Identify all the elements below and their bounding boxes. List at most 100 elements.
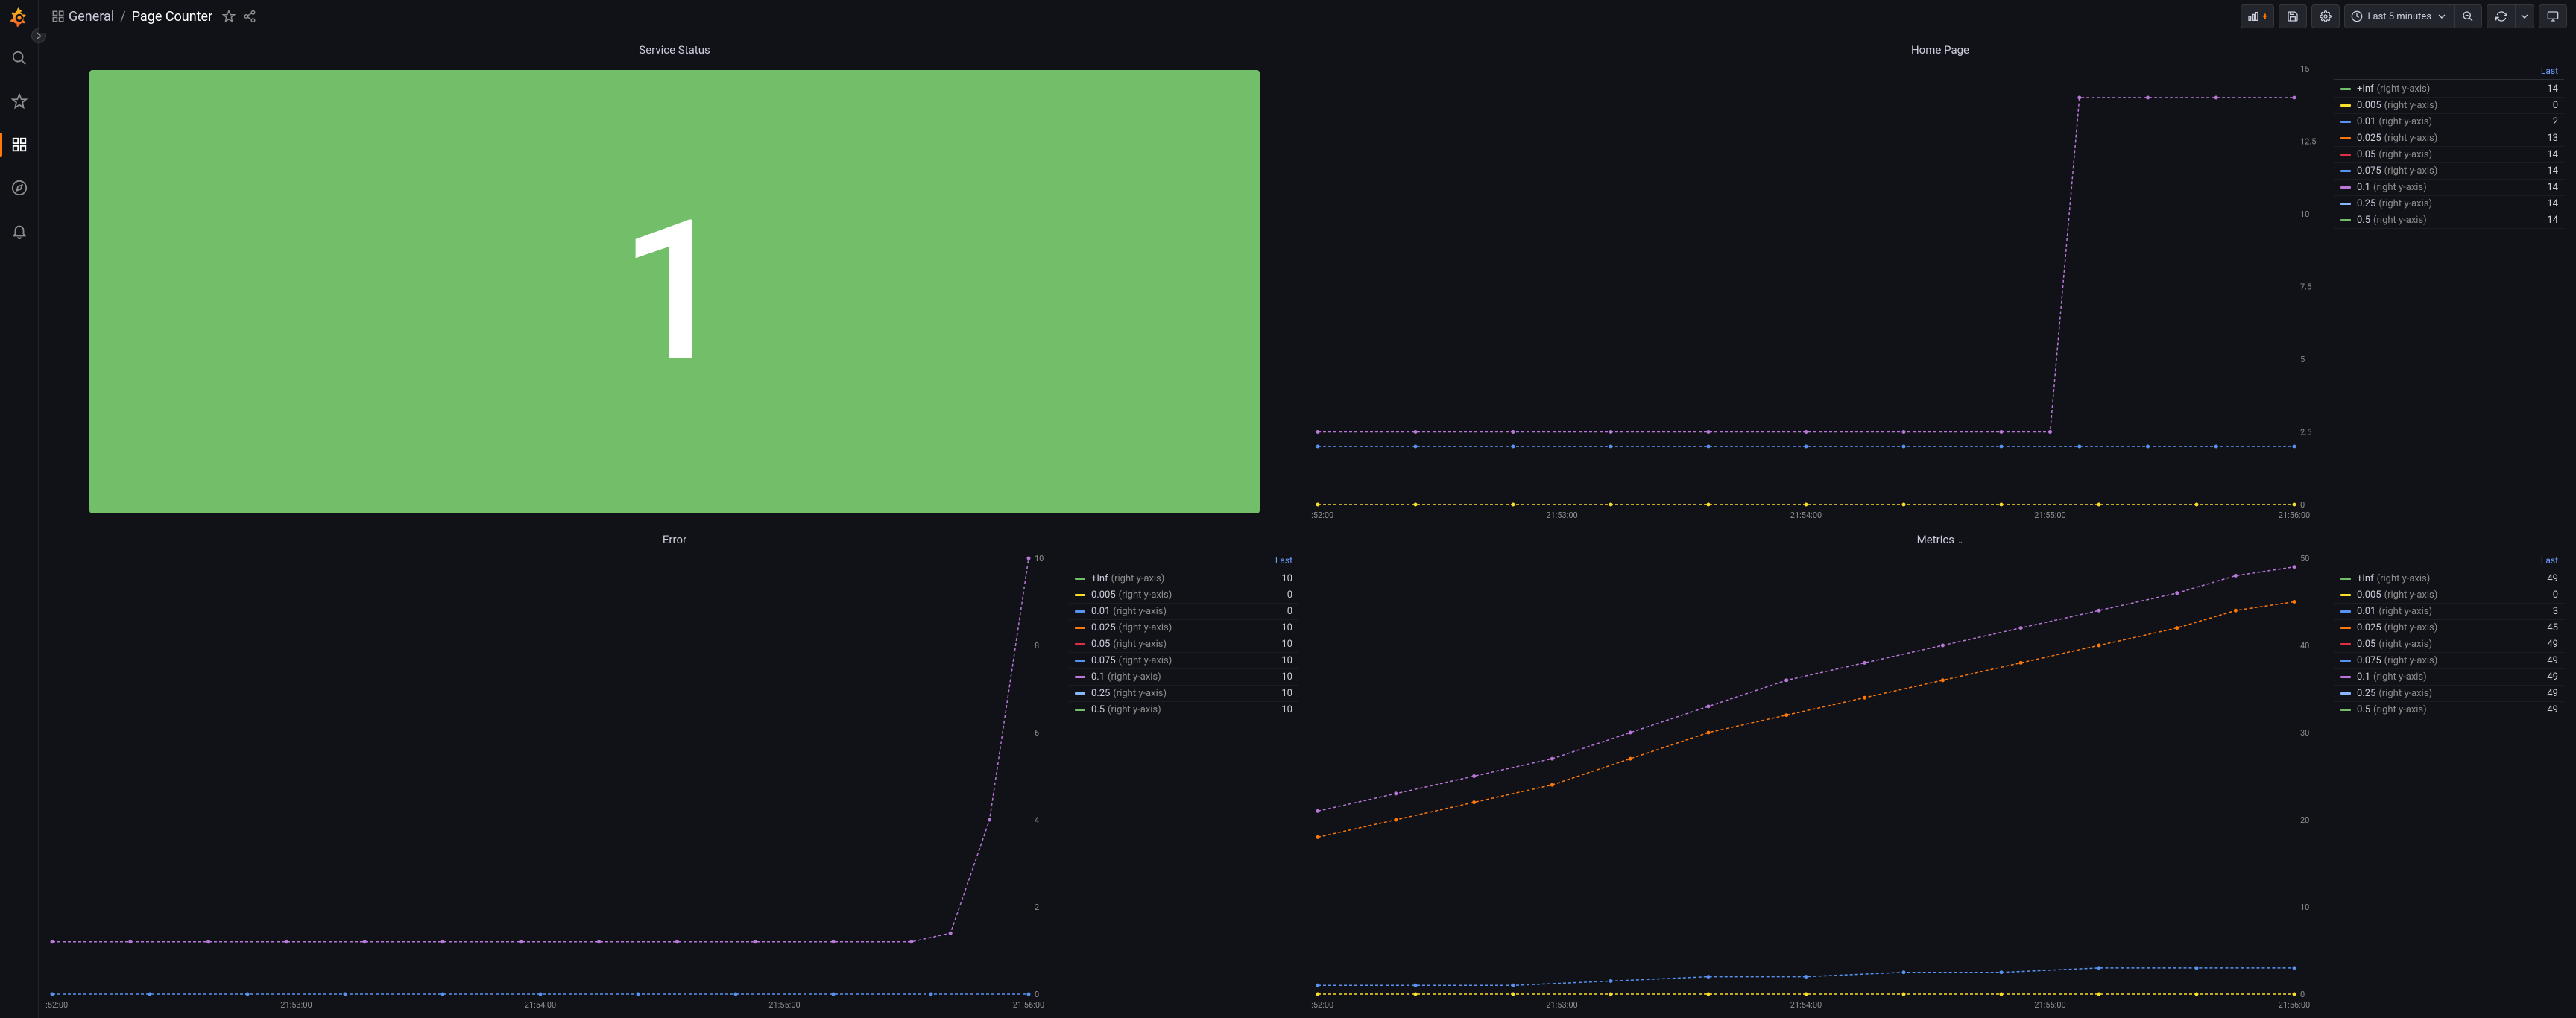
svg-text:15: 15 [2300, 64, 2309, 74]
legend-name: 0.1 [2357, 671, 2370, 683]
legend-row[interactable]: +Inf(right y-axis)14 [2334, 81, 2564, 98]
legend-value: 14 [2547, 198, 2558, 209]
svg-text:21:55:00: 21:55:00 [2034, 510, 2065, 520]
page-title[interactable]: Page Counter [132, 9, 213, 25]
alerting-icon[interactable] [4, 216, 34, 246]
legend-row[interactable]: 0.25(right y-axis)49 [2334, 686, 2564, 702]
legend-row[interactable]: 0.005(right y-axis)0 [2334, 587, 2564, 604]
panel-title: Service Status [45, 39, 1304, 61]
legend-row[interactable]: 0.075(right y-axis) 10 [1069, 653, 1298, 669]
refresh-interval-button[interactable] [2515, 4, 2534, 28]
breadcrumb-folder[interactable]: General [69, 9, 114, 25]
legend-row[interactable]: 0.5(right y-axis)49 [2334, 702, 2564, 718]
legend-name: 0.075 [1091, 655, 1116, 666]
legend-swatch [2340, 643, 2351, 645]
legend-sub: (right y-axis) [2373, 671, 2427, 683]
add-panel-button[interactable]: + [2241, 4, 2274, 28]
legend-sub: (right y-axis) [1113, 639, 1167, 650]
starred-icon[interactable] [4, 86, 34, 116]
legend-sub: (right y-axis) [1119, 655, 1172, 666]
search-icon[interactable] [4, 43, 34, 73]
share-icon[interactable] [239, 6, 260, 27]
zoom-out-button[interactable] [2454, 4, 2482, 28]
svg-text:0: 0 [2300, 990, 2305, 999]
chevron-down-icon [2519, 10, 2531, 22]
legend-name: +Inf [2357, 573, 2374, 584]
legend-row[interactable]: 0.075(right y-axis)14 [2334, 163, 2564, 180]
svg-text:21:54:00: 21:54:00 [1790, 1000, 1822, 1010]
legend-value: 10 [1281, 671, 1292, 683]
legend-row[interactable]: 0.25(right y-axis)10 [1069, 686, 1298, 702]
svg-text:21:53:00: 21:53:00 [1546, 510, 1577, 520]
svg-text:21:53:00: 21:53:00 [280, 1000, 312, 1010]
svg-text:21:56:00: 21:56:00 [2279, 510, 2310, 520]
legend-row[interactable]: 0.5(right y-axis)14 [2334, 212, 2564, 229]
time-range-button[interactable]: Last 5 minutes [2344, 4, 2454, 28]
legend-row[interactable]: 0.05(right y-axis)10 [1069, 636, 1298, 653]
legend-row[interactable]: 0.1(right y-axis)14 [2334, 180, 2564, 196]
panel-title[interactable]: Metrics⌄ [1310, 528, 2570, 551]
legend-header[interactable]: Last [2334, 64, 2564, 80]
legend-header[interactable]: Last [1069, 554, 1298, 569]
legend-name: 0.01 [1091, 606, 1110, 617]
legend-row[interactable]: 0.005(right y-axis)0 [1069, 587, 1298, 604]
legend-name: 0.025 [2357, 133, 2381, 144]
legend-swatch [1075, 660, 1085, 662]
save-button[interactable] [2279, 4, 2307, 28]
panel-service-status[interactable]: Service Status 1 [45, 39, 1304, 522]
legend-row[interactable]: 0.025(right y-axis)45 [2334, 620, 2564, 636]
legend-row[interactable]: 0.025(right y-axis)10 [1069, 620, 1298, 636]
refresh-button[interactable] [2487, 4, 2515, 28]
legend: Last+Inf(right y-axis)490.005(right y-ax… [2332, 551, 2570, 1012]
panel-metrics[interactable]: Metrics⌄ 0102030405021:52:0021:53:0021:5… [1310, 528, 2570, 1012]
legend-sub: (right y-axis) [2384, 165, 2438, 177]
chart-area[interactable]: 02.557.51012.51521:52:0021:53:0021:54:00… [1310, 61, 2332, 522]
legend-value: 49 [2547, 704, 2558, 715]
legend-row[interactable]: +Inf(right y-axis)49 [2334, 571, 2564, 587]
legend-row[interactable]: 0.25(right y-axis)14 [2334, 196, 2564, 212]
explore-icon[interactable] [4, 173, 34, 203]
legend-sub: (right y-axis) [2378, 198, 2432, 209]
legend-row[interactable]: 0.1(right y-axis)10 [1069, 669, 1298, 686]
legend-row[interactable]: 0.1(right y-axis) 49 [2334, 669, 2564, 686]
legend-row[interactable]: 0.01(right y-axis)2 [2334, 114, 2564, 130]
chart-area[interactable]: 0102030405021:52:0021:53:0021:54:0021:55… [1310, 551, 2332, 1012]
legend-row[interactable]: 0.5(right y-axis)10 [1069, 702, 1298, 718]
legend-sub: (right y-axis) [2378, 639, 2432, 650]
legend-value: 10 [1281, 655, 1292, 666]
legend-header[interactable]: Last [2334, 554, 2564, 569]
dashboards-icon[interactable] [4, 130, 34, 159]
legend-row[interactable]: 0.01(right y-axis)0 [1069, 604, 1298, 620]
svg-text:21:54:00: 21:54:00 [1790, 510, 1822, 520]
svg-text:21:55:00: 21:55:00 [2034, 1000, 2065, 1010]
legend-row[interactable]: 0.05(right y-axis)14 [2334, 147, 2564, 163]
legend-row[interactable]: 0.025(right y-axis)13 [2334, 130, 2564, 147]
legend-name: 0.075 [2357, 655, 2381, 666]
legend-value: 49 [2547, 671, 2558, 683]
kiosk-button[interactable] [2539, 4, 2567, 28]
timeseries-chart: 0102030405021:52:0021:53:0021:54:0021:55… [1310, 551, 2332, 1012]
chart-area[interactable]: 024681021:52:0021:53:0021:54:0021:55:002… [45, 551, 1066, 1012]
svg-text:21:55:00: 21:55:00 [768, 1000, 800, 1010]
star-icon[interactable] [218, 6, 239, 27]
legend-name: 0.005 [1091, 589, 1116, 601]
legend-row[interactable]: 0.075(right y-axis)49 [2334, 653, 2564, 669]
dashboard-grid-icon[interactable] [48, 6, 69, 27]
legend-swatch [2340, 594, 2351, 596]
legend-row[interactable]: 0.05(right y-axis)49 [2334, 636, 2564, 653]
grafana-logo[interactable] [7, 6, 31, 30]
panel-error[interactable]: Error 024681021:52:0021:53:0021:54:0021:… [45, 528, 1304, 1012]
settings-button[interactable] [2311, 4, 2340, 28]
legend-row[interactable]: 0.005(right y-axis)0 [2334, 98, 2564, 114]
legend-swatch [1075, 610, 1085, 613]
panel-home-page[interactable]: Home Page 02.557.51012.51521:52:0021:53:… [1310, 39, 2570, 522]
legend-name: 0.05 [2357, 639, 2375, 650]
legend-name: 0.025 [2357, 622, 2381, 633]
legend-row[interactable]: +Inf(right y-axis)10 [1069, 571, 1298, 587]
legend-sub: (right y-axis) [1108, 704, 1161, 715]
legend-swatch [2340, 154, 2351, 156]
legend-row[interactable]: 0.01(right y-axis)3 [2334, 604, 2564, 620]
chevron-down-icon [2436, 10, 2448, 22]
legend-name: +Inf [2357, 83, 2374, 95]
legend-value: 2 [2553, 116, 2558, 127]
